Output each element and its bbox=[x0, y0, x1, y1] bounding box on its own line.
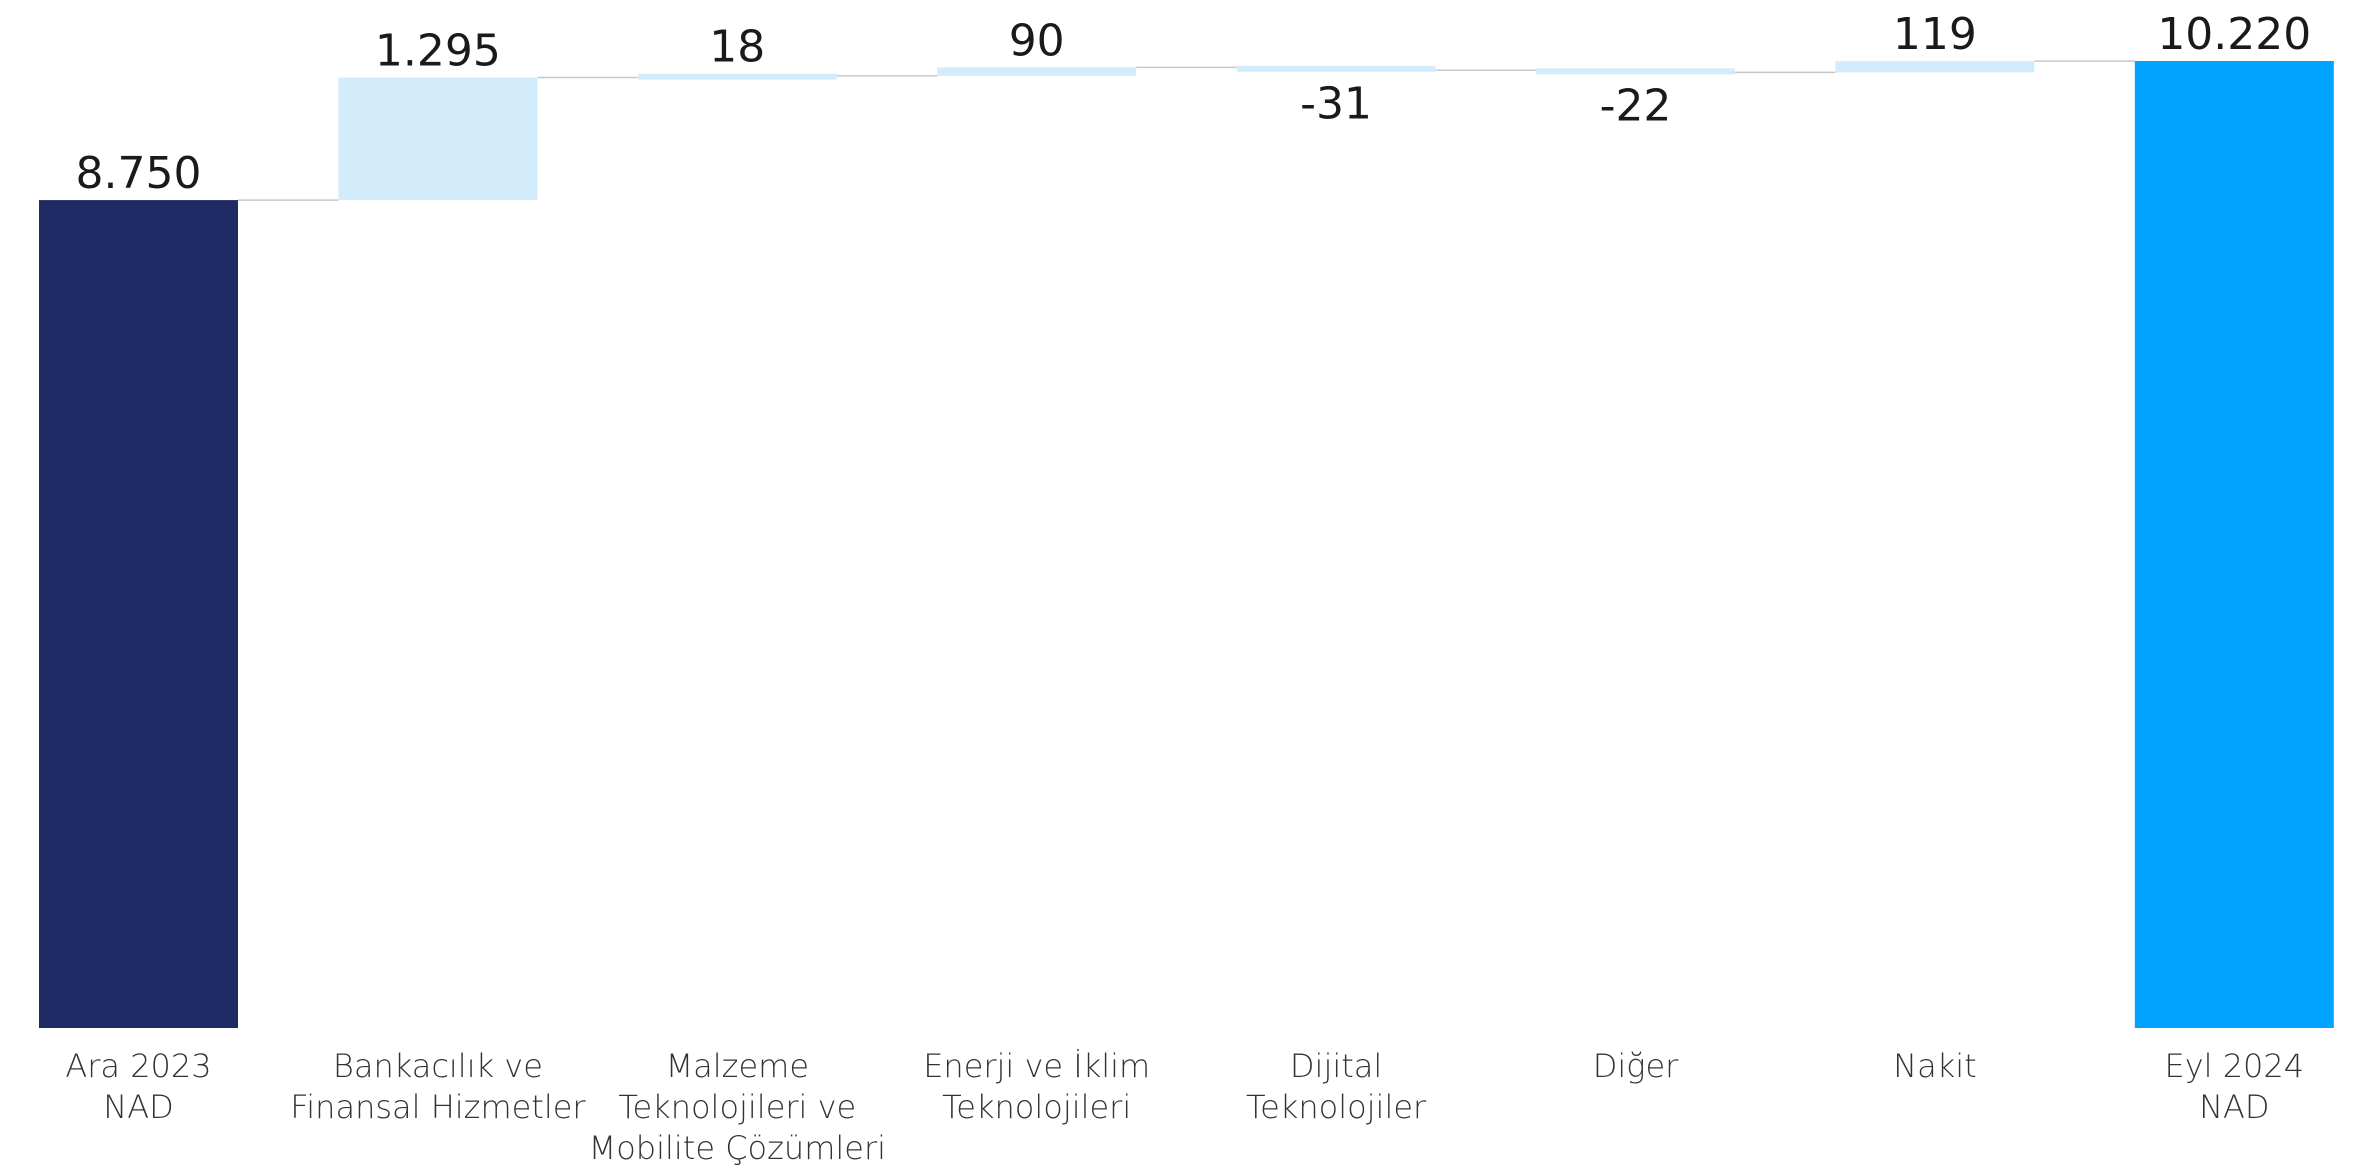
bar-0 bbox=[39, 200, 238, 1028]
category-label-0-line-1: NAD bbox=[103, 1088, 173, 1126]
category-label-4-line-0: Dijital bbox=[1290, 1047, 1382, 1085]
category-label-3: Enerji ve İklim Teknolojileri bbox=[923, 1047, 1150, 1126]
value-label-4: -31 bbox=[1300, 78, 1372, 129]
bar-3 bbox=[937, 67, 1137, 76]
category-label-0-line-0: Ara 2023 bbox=[65, 1047, 211, 1085]
category-label-3-line-0: Enerji ve İklim bbox=[923, 1047, 1150, 1085]
bars-group bbox=[39, 61, 2334, 1028]
category-label-7-line-0: Eyl 2024 bbox=[2164, 1047, 2304, 1085]
value-labels-group: 8.750 1.295 18 90 -31 -22 119 10.220 bbox=[76, 9, 2312, 199]
category-label-2-line-2: Mobilite Çözümleri bbox=[589, 1129, 886, 1167]
bar-7 bbox=[2134, 61, 2334, 1028]
category-label-2: Malzeme Teknolojileri ve Mobilite Çözümler… bbox=[589, 1047, 886, 1167]
category-label-7-line-1: NAD bbox=[2199, 1088, 2269, 1126]
value-label-3: 90 bbox=[1009, 15, 1065, 66]
category-label-4: Dijital Teknolojiler bbox=[1246, 1047, 1427, 1126]
category-label-4-line-1: Teknolojiler bbox=[1246, 1088, 1427, 1126]
category-label-1: Bankacılık ve Finansal Hizmetler bbox=[290, 1047, 586, 1126]
bar-4 bbox=[1236, 65, 1436, 72]
category-label-5: Diğer bbox=[1593, 1047, 1679, 1085]
category-label-6: Nakit bbox=[1893, 1047, 1977, 1085]
value-label-1: 1.295 bbox=[375, 26, 501, 77]
category-label-2-line-0: Malzeme bbox=[666, 1047, 809, 1085]
value-label-2: 18 bbox=[709, 22, 765, 73]
bar-5 bbox=[1536, 68, 1735, 75]
value-label-0: 8.750 bbox=[76, 148, 202, 199]
value-label-6: 119 bbox=[1893, 9, 1977, 60]
category-label-3-line-1: Teknolojileri bbox=[942, 1088, 1131, 1126]
category-label-0: Ara 2023 NAD bbox=[65, 1047, 211, 1126]
category-label-1-line-1: Finansal Hizmetler bbox=[290, 1088, 586, 1126]
bar-2 bbox=[637, 73, 837, 80]
bar-6 bbox=[1835, 61, 2035, 73]
category-label-5-line-0: Diğer bbox=[1593, 1047, 1679, 1085]
connector-lines bbox=[238, 60, 2135, 201]
category-label-6-line-0: Nakit bbox=[1893, 1047, 1977, 1085]
value-label-7: 10.220 bbox=[2157, 9, 2311, 60]
value-label-5: -22 bbox=[1600, 80, 1672, 131]
category-label-7: Eyl 2024 NAD bbox=[2164, 1047, 2304, 1126]
category-label-2-line-1: Teknolojileri ve bbox=[618, 1088, 856, 1126]
bar-1 bbox=[338, 77, 538, 201]
category-label-1-line-0: Bankacılık ve bbox=[333, 1047, 543, 1085]
